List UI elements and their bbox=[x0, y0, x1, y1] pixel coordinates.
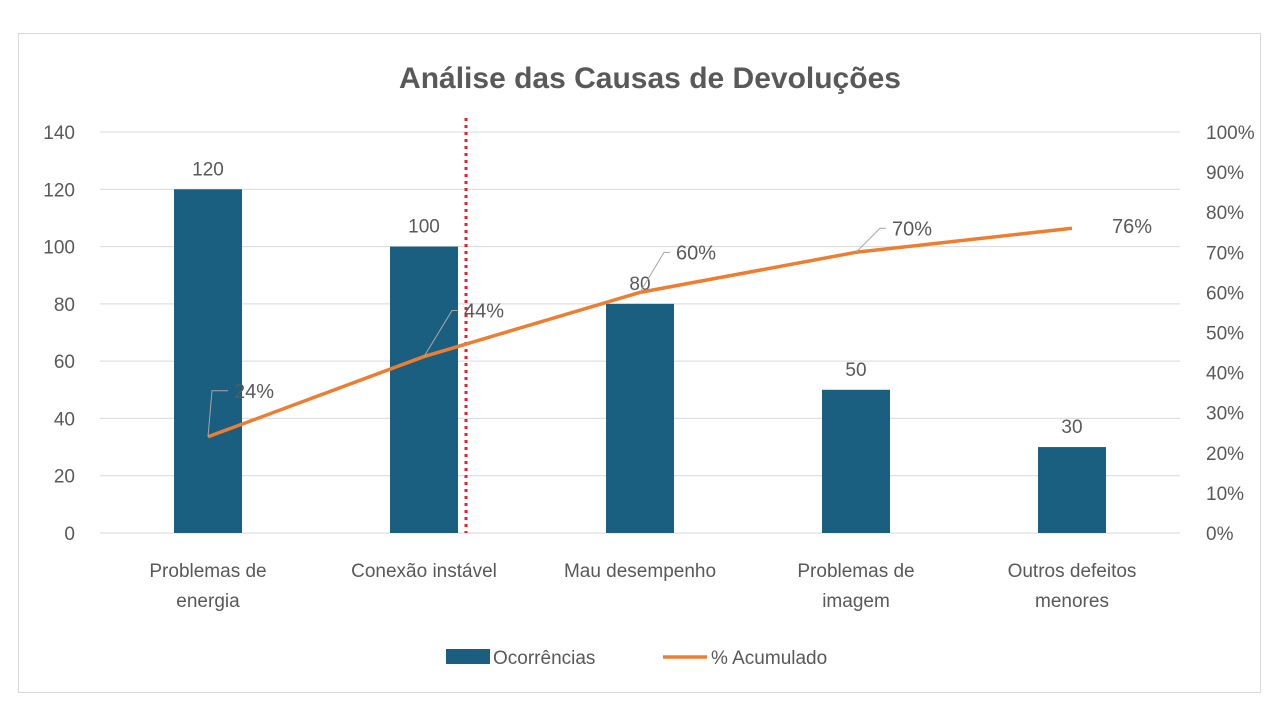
category-label: imagem bbox=[822, 591, 890, 612]
line-data-label: 70% bbox=[892, 218, 932, 240]
chart-frame bbox=[18, 33, 1261, 693]
bar-data-label: 50 bbox=[845, 360, 866, 381]
left-axis-tick: 0 bbox=[64, 524, 75, 545]
line-data-label: 44% bbox=[464, 301, 504, 323]
right-axis-tick: 70% bbox=[1206, 243, 1244, 264]
category-label: Mau desempenho bbox=[564, 561, 716, 582]
right-axis-tick: 10% bbox=[1206, 484, 1244, 505]
left-axis-tick: 120 bbox=[43, 180, 75, 201]
leader-line bbox=[207, 390, 228, 437]
chart-title: Análise das Causas de Devoluções bbox=[399, 62, 901, 95]
line-data-label: 60% bbox=[676, 242, 716, 264]
right-axis-tick: 50% bbox=[1206, 324, 1244, 345]
leader-line bbox=[855, 227, 886, 253]
left-axis-tick: 20 bbox=[54, 467, 75, 488]
category-label: Problemas de bbox=[149, 561, 266, 582]
bar bbox=[606, 303, 674, 533]
right-axis-tick: 60% bbox=[1206, 283, 1244, 304]
bar-data-label: 100 bbox=[408, 217, 440, 238]
line-data-label: 76% bbox=[1112, 216, 1152, 238]
line-data-label: 24% bbox=[234, 381, 274, 403]
left-axis-tick: 60 bbox=[54, 352, 75, 373]
left-axis-tick: 100 bbox=[43, 238, 75, 259]
category-label: menores bbox=[1035, 591, 1109, 612]
bar bbox=[822, 389, 890, 533]
legend-label: % Acumulado bbox=[711, 648, 827, 669]
bar-data-label: 30 bbox=[1061, 417, 1082, 438]
right-axis-tick: 80% bbox=[1206, 203, 1244, 224]
bar bbox=[174, 189, 242, 534]
leader-line bbox=[639, 251, 670, 293]
category-label: Conexão instável bbox=[351, 561, 497, 582]
left-axis-tick: 40 bbox=[54, 409, 75, 430]
right-axis-tick: 0% bbox=[1206, 524, 1234, 545]
right-axis-tick: 30% bbox=[1206, 404, 1244, 425]
category-label: energia bbox=[176, 591, 240, 612]
right-axis-tick: 100% bbox=[1206, 123, 1255, 144]
right-axis-tick: 40% bbox=[1206, 364, 1244, 385]
right-axis-tick: 20% bbox=[1206, 444, 1244, 465]
right-axis-tick: 90% bbox=[1206, 163, 1244, 184]
left-axis-tick: 140 bbox=[43, 123, 75, 144]
bar bbox=[1038, 447, 1106, 533]
left-axis-tick: 80 bbox=[54, 295, 75, 316]
legend-label: Ocorrências bbox=[493, 648, 595, 669]
category-label: Problemas de bbox=[797, 561, 914, 582]
category-label: Outros defeitos bbox=[1008, 561, 1137, 582]
bar-data-label: 80 bbox=[629, 274, 650, 295]
bar-data-label: 120 bbox=[192, 159, 224, 180]
legend-bar-swatch bbox=[446, 649, 490, 664]
leader-line bbox=[423, 310, 458, 357]
bar bbox=[390, 246, 458, 534]
